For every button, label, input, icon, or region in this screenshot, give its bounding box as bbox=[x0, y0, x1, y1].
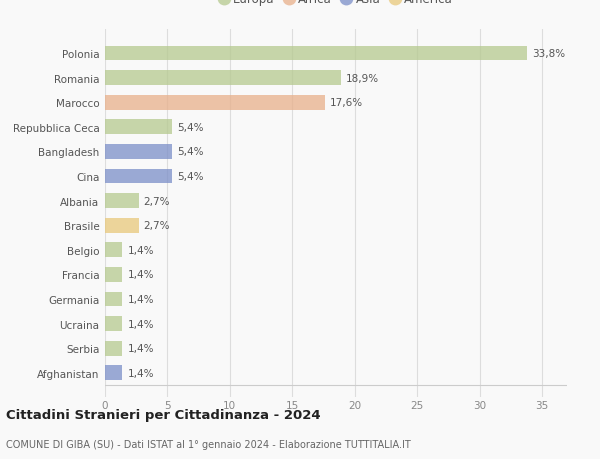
Text: COMUNE DI GIBA (SU) - Dati ISTAT al 1° gennaio 2024 - Elaborazione TUTTITALIA.IT: COMUNE DI GIBA (SU) - Dati ISTAT al 1° g… bbox=[6, 440, 411, 449]
Text: 5,4%: 5,4% bbox=[178, 147, 204, 157]
Text: 5,4%: 5,4% bbox=[178, 123, 204, 133]
Text: 33,8%: 33,8% bbox=[532, 49, 565, 59]
Text: 18,9%: 18,9% bbox=[346, 73, 379, 84]
Legend: Europa, Africa, Asia, America: Europa, Africa, Asia, America bbox=[219, 0, 453, 6]
Bar bbox=[105, 268, 122, 282]
Text: 2,7%: 2,7% bbox=[144, 196, 170, 206]
Text: 5,4%: 5,4% bbox=[178, 172, 204, 182]
Text: 1,4%: 1,4% bbox=[127, 245, 154, 255]
Text: 1,4%: 1,4% bbox=[127, 294, 154, 304]
Bar bbox=[105, 71, 341, 86]
Text: 1,4%: 1,4% bbox=[127, 319, 154, 329]
Text: Cittadini Stranieri per Cittadinanza - 2024: Cittadini Stranieri per Cittadinanza - 2… bbox=[6, 408, 320, 421]
Bar bbox=[105, 145, 172, 159]
Bar bbox=[105, 292, 122, 307]
Bar bbox=[105, 120, 172, 135]
Bar bbox=[105, 341, 122, 356]
Bar bbox=[105, 169, 172, 184]
Bar bbox=[105, 366, 122, 381]
Bar bbox=[105, 317, 122, 331]
Text: 1,4%: 1,4% bbox=[127, 343, 154, 353]
Bar bbox=[105, 95, 325, 110]
Bar bbox=[105, 194, 139, 208]
Text: 2,7%: 2,7% bbox=[144, 221, 170, 231]
Text: 1,4%: 1,4% bbox=[127, 368, 154, 378]
Text: 1,4%: 1,4% bbox=[127, 270, 154, 280]
Bar bbox=[105, 243, 122, 257]
Bar bbox=[105, 46, 527, 61]
Text: 17,6%: 17,6% bbox=[330, 98, 363, 108]
Bar bbox=[105, 218, 139, 233]
